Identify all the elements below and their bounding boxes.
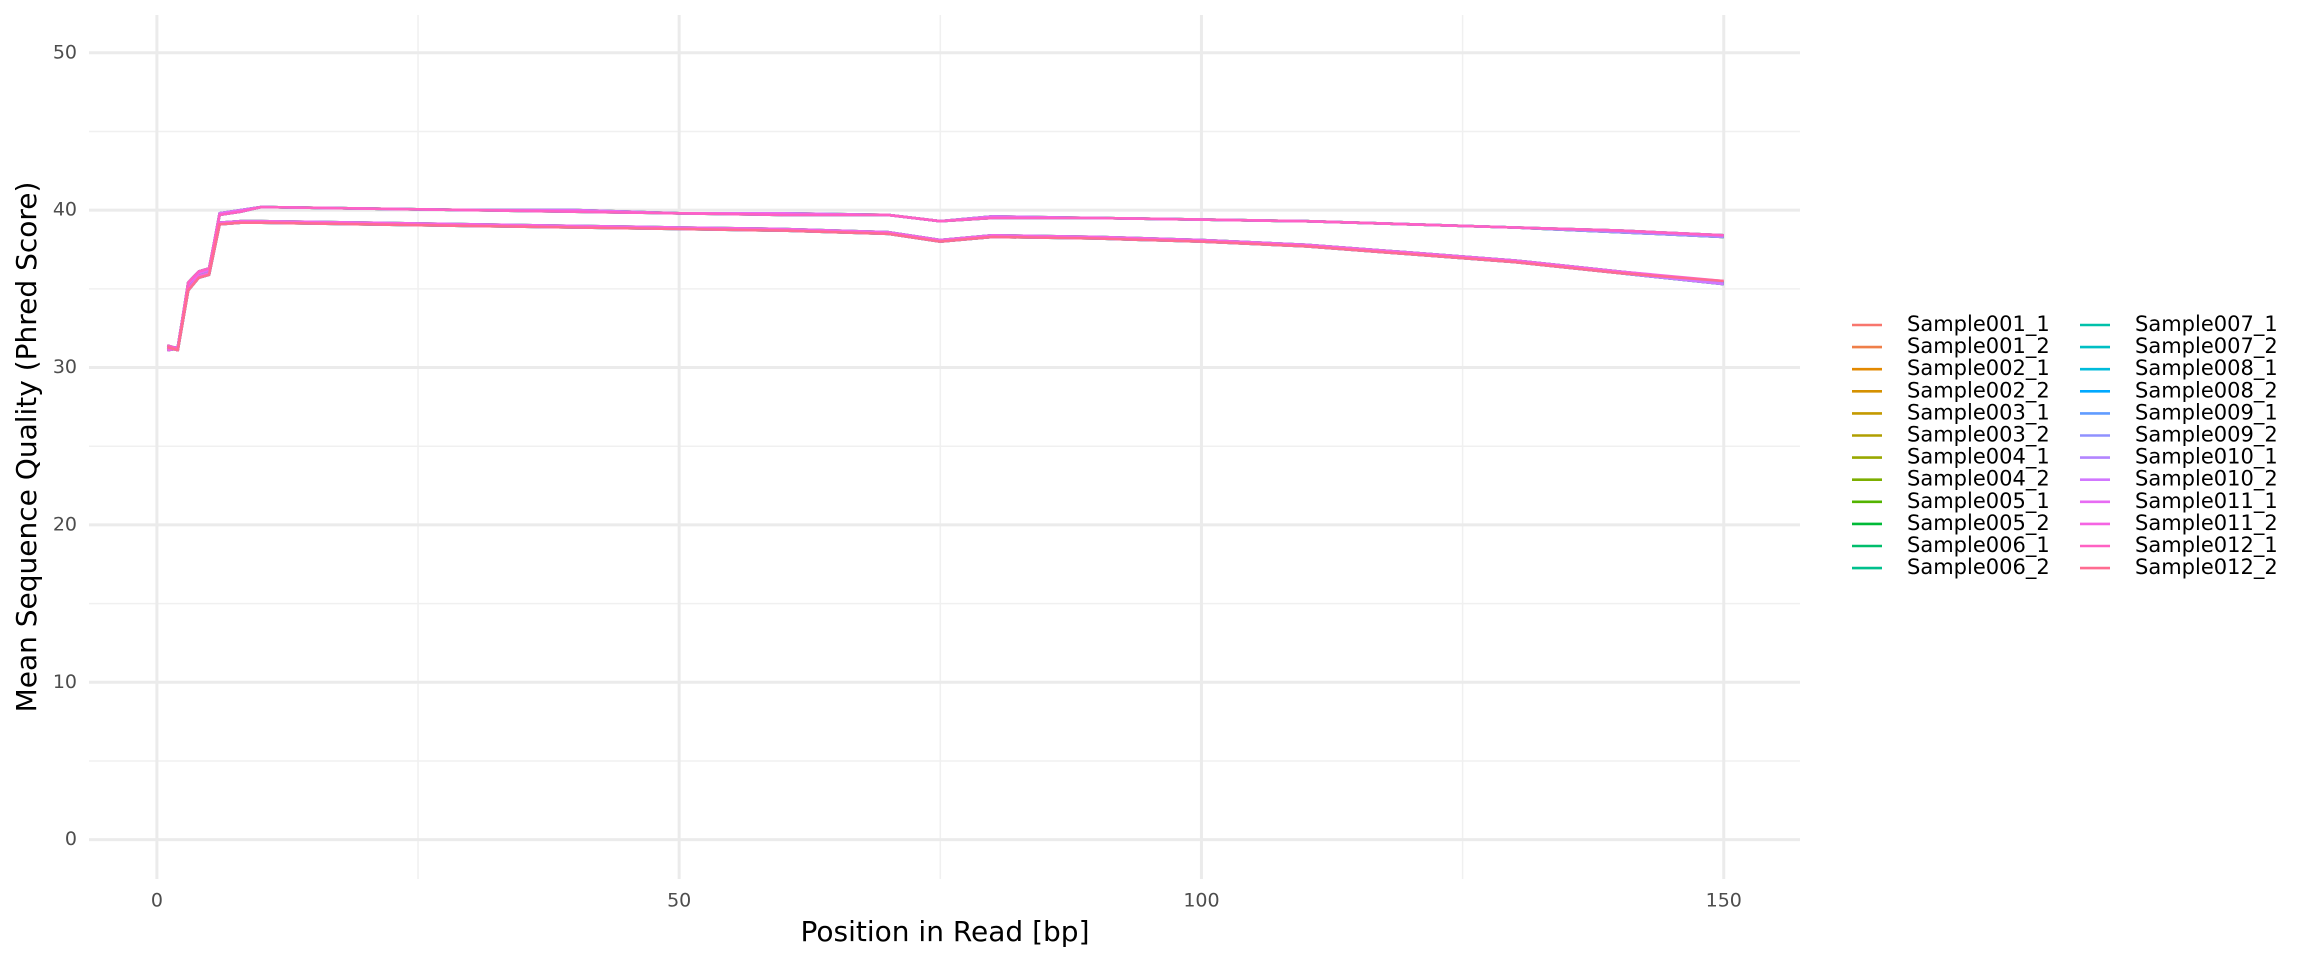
series-line [167,205,1724,350]
series-line [167,205,1724,350]
legend-label: Sample010_2 [2135,467,2278,492]
y-tick-label: 0 [65,828,77,850]
x-tick-label: 50 [667,890,691,912]
series-line [167,219,1724,352]
series-line [166,205,1724,350]
legend-label: Sample006_2 [1907,555,2050,580]
legend-label: Sample009_1 [2135,400,2278,425]
series-line [167,205,1724,350]
y-tick-label: 20 [53,513,77,535]
legend-label: Sample012_2 [2135,555,2278,580]
legend-label: Sample011_2 [2135,511,2278,536]
legend-label: Sample005_2 [1907,511,2050,536]
series-line [166,205,1724,350]
legend-label: Sample002_1 [1907,356,2050,381]
x-tick-label: 0 [151,890,163,912]
legend-label: Sample012_1 [2135,533,2278,558]
y-tick-label: 50 [53,41,77,63]
y-tick-label: 30 [53,356,77,378]
series-line [167,205,1724,350]
legend-label: Sample008_2 [2135,378,2278,403]
legend-label: Sample003_1 [1907,400,2050,425]
legend-label: Sample005_1 [1907,489,2050,514]
series-line [166,205,1724,350]
legend-label: Sample008_1 [2135,356,2278,381]
legend-label: Sample001_2 [1907,334,2050,359]
series-line [166,205,1724,350]
series-line [167,205,1724,350]
legend-label: Sample007_2 [2135,334,2278,359]
legend-label: Sample004_2 [1907,467,2050,492]
x-tick-label: 150 [1706,890,1742,912]
series-line [166,205,1724,350]
y-axis-title: Mean Sequence Quality (Phred Score) [10,182,43,713]
legend-label: Sample007_1 [2135,312,2278,337]
legend-label: Sample001_1 [1907,312,2050,337]
legend-label: Sample006_1 [1907,533,2050,558]
legend-label: Sample004_1 [1907,445,2050,470]
legend-label: Sample010_1 [2135,445,2278,470]
legend-label: Sample011_1 [2135,489,2278,514]
legend-label: Sample009_2 [2135,423,2278,448]
y-tick-label: 40 [53,199,77,221]
series-line [166,205,1724,350]
series-line [166,221,1724,352]
y-tick-label: 10 [53,671,77,693]
x-tick-label: 100 [1183,890,1219,912]
series-line [167,205,1724,350]
legend-label: Sample002_2 [1907,378,2050,403]
x-axis-title: Position in Read [bp] [801,915,1090,948]
legend-label: Sample003_2 [1907,423,2050,448]
